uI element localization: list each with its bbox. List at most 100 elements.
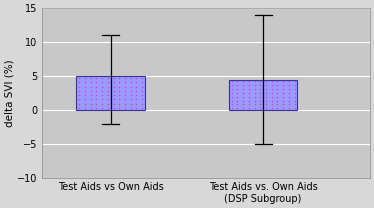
Point	[76, 102, 82, 105]
Point	[76, 106, 82, 110]
Point	[111, 102, 117, 105]
Point	[263, 99, 269, 102]
Point	[99, 77, 105, 80]
Point	[234, 99, 240, 102]
Point	[257, 87, 263, 91]
Point	[263, 91, 269, 95]
Point	[128, 94, 134, 97]
Point	[263, 84, 269, 87]
Point	[99, 81, 105, 84]
Point	[275, 80, 280, 83]
Point	[234, 80, 240, 83]
Point	[286, 103, 292, 106]
Point	[139, 94, 145, 97]
Point	[111, 94, 117, 97]
Point	[76, 81, 82, 84]
Point	[94, 106, 99, 110]
Point	[82, 77, 88, 80]
Point	[292, 99, 298, 102]
Point	[99, 102, 105, 105]
Point	[134, 98, 140, 101]
Point	[134, 89, 140, 93]
Point	[246, 95, 252, 98]
Point	[269, 91, 275, 95]
Point	[111, 77, 117, 80]
Point	[292, 95, 298, 98]
Point	[240, 95, 246, 98]
Point	[76, 94, 82, 97]
Point	[105, 77, 111, 80]
Point	[246, 80, 252, 83]
Point	[76, 77, 82, 80]
Point	[269, 95, 275, 98]
Point	[116, 81, 122, 84]
Point	[240, 91, 246, 95]
Point	[234, 106, 240, 110]
Point	[246, 103, 252, 106]
Point	[82, 81, 88, 84]
Point	[105, 102, 111, 105]
Point	[88, 106, 94, 110]
Point	[252, 87, 258, 91]
Point	[128, 85, 134, 88]
Point	[82, 89, 88, 93]
Point	[76, 89, 82, 93]
Point	[88, 102, 94, 105]
Point	[252, 95, 258, 98]
Point	[229, 91, 235, 95]
Point	[257, 95, 263, 98]
Point	[94, 77, 99, 80]
Point	[257, 99, 263, 102]
Point	[122, 85, 128, 88]
Point	[99, 89, 105, 93]
Point	[234, 84, 240, 87]
Point	[128, 102, 134, 105]
Point	[82, 98, 88, 101]
Point	[263, 87, 269, 91]
Point	[116, 94, 122, 97]
Point	[280, 95, 286, 98]
Point	[128, 81, 134, 84]
Point	[116, 77, 122, 80]
Point	[280, 103, 286, 106]
Point	[263, 103, 269, 106]
Point	[82, 102, 88, 105]
Point	[88, 81, 94, 84]
Point	[134, 81, 140, 84]
Point	[229, 103, 235, 106]
Point	[280, 106, 286, 110]
Point	[88, 94, 94, 97]
Point	[292, 106, 298, 110]
Point	[94, 81, 99, 84]
Point	[252, 84, 258, 87]
Point	[139, 81, 145, 84]
Point	[111, 98, 117, 101]
Point	[99, 106, 105, 110]
Point	[280, 80, 286, 83]
Point	[122, 81, 128, 84]
Point	[257, 80, 263, 83]
Point	[122, 102, 128, 105]
Point	[246, 91, 252, 95]
Point	[280, 99, 286, 102]
Point	[111, 85, 117, 88]
Point	[111, 89, 117, 93]
Point	[246, 99, 252, 102]
Point	[292, 80, 298, 83]
Point	[292, 103, 298, 106]
Point	[240, 99, 246, 102]
Point	[128, 106, 134, 110]
Point	[128, 77, 134, 80]
Point	[257, 103, 263, 106]
Bar	[229, 79, 297, 110]
Point	[269, 80, 275, 83]
Point	[88, 98, 94, 101]
Point	[229, 99, 235, 102]
Point	[286, 80, 292, 83]
Point	[234, 95, 240, 98]
Point	[139, 102, 145, 105]
Point	[105, 85, 111, 88]
Point	[94, 98, 99, 101]
Point	[111, 106, 117, 110]
Point	[122, 94, 128, 97]
